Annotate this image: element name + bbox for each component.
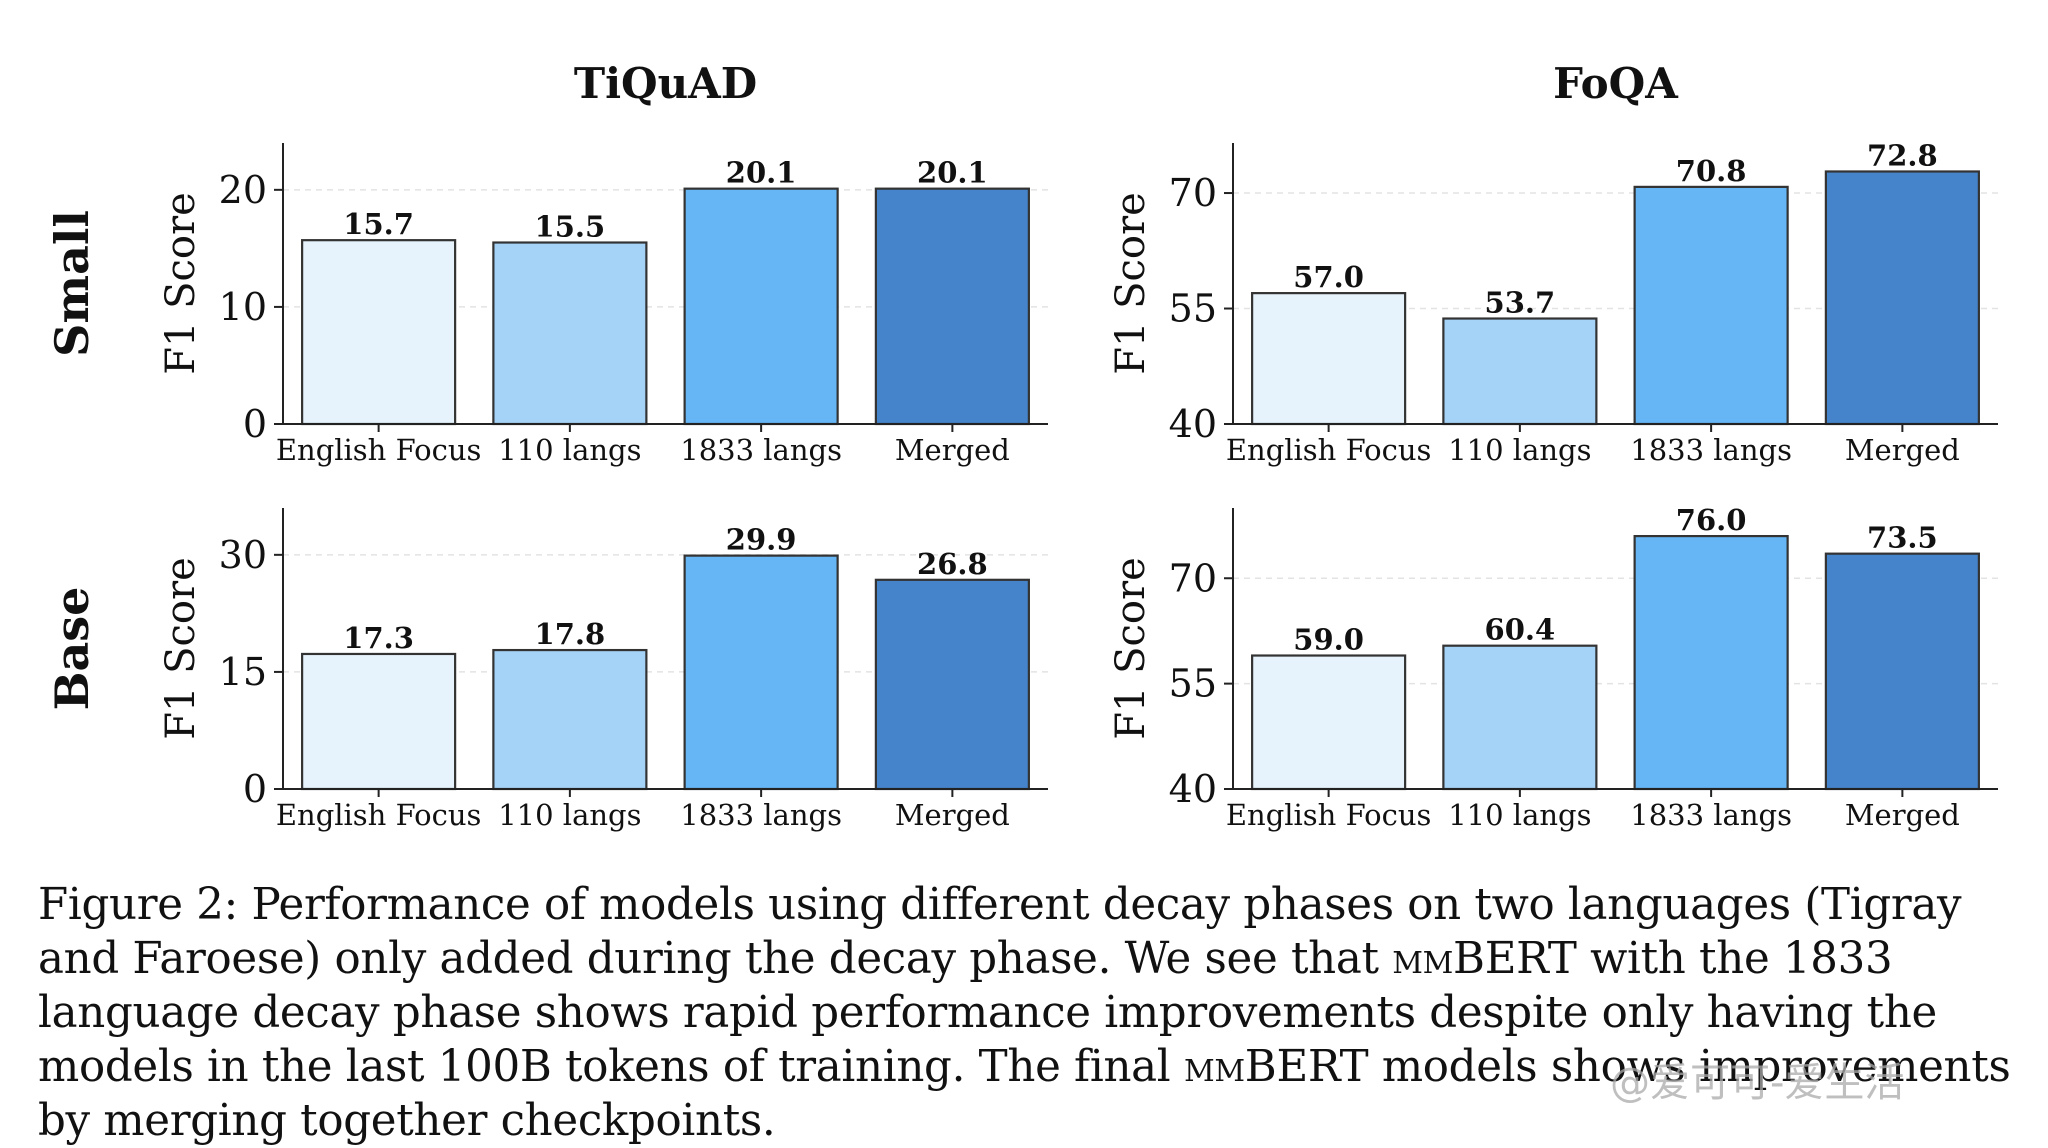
y-tick-label: 0 xyxy=(243,767,267,811)
x-tick-label: English Focus xyxy=(276,433,482,467)
chart-figure: 0 10 20 15.7 English Focus 15.5 110 langs 20.1 1… xyxy=(45,59,1998,832)
x-tick-label: Merged xyxy=(895,798,1010,832)
bar xyxy=(1251,292,1407,426)
value-label: 72.8 xyxy=(1867,138,1938,172)
bar xyxy=(1824,552,1980,791)
bar xyxy=(1633,534,1789,791)
value-label: 59.0 xyxy=(1293,623,1364,657)
value-label: 17.3 xyxy=(343,621,414,655)
x-tick-label: Merged xyxy=(895,433,1010,467)
bar xyxy=(683,187,839,426)
x-tick-label: 110 langs xyxy=(1448,433,1591,467)
bar xyxy=(683,554,839,791)
value-label: 17.8 xyxy=(535,617,606,651)
value-label: 76.0 xyxy=(1676,503,1747,537)
y-tick-label: 55 xyxy=(1169,662,1217,706)
x-tick-label: English Focus xyxy=(276,798,482,832)
y-tick-label: 30 xyxy=(219,533,267,577)
value-label: 15.7 xyxy=(343,207,414,241)
x-tick-label: 110 langs xyxy=(498,798,641,832)
y-tick-label: 10 xyxy=(219,285,267,329)
panel-title: TiQuAD xyxy=(574,59,757,108)
caption-brand-2: mmBERT xyxy=(1183,1042,1369,1092)
value-label: 57.0 xyxy=(1293,260,1364,294)
value-label: 53.7 xyxy=(1485,286,1556,320)
x-tick-label: 1833 langs xyxy=(680,798,842,832)
caption-brand-1: mmBERT xyxy=(1392,934,1577,984)
x-tick-label: English Focus xyxy=(1226,798,1432,832)
value-label: 26.8 xyxy=(917,547,988,581)
value-label: 15.5 xyxy=(535,210,606,244)
bar xyxy=(301,239,457,426)
row-label: Base xyxy=(45,587,99,711)
x-tick-label: 1833 langs xyxy=(1630,433,1792,467)
bar xyxy=(1824,170,1980,426)
panel-foqa-base: 40 55 70 59.0 English Focus 60.4 110 langs 76.0… xyxy=(1108,503,1998,832)
y-tick-label: 15 xyxy=(219,650,267,694)
caption-part2: with the 1833 language decay phase shows… xyxy=(38,934,1937,1092)
x-tick-label: Merged xyxy=(1845,433,1960,467)
bar xyxy=(1442,317,1598,426)
value-label: 73.5 xyxy=(1867,521,1938,555)
panel-foqa-small: 40 55 70 57.0 English Focus 53.7 110 langs 70.8… xyxy=(1108,59,1998,467)
y-tick-label: 70 xyxy=(1169,556,1217,600)
value-label: 20.1 xyxy=(726,156,797,190)
y-axis-label: F1 Score xyxy=(1108,557,1154,740)
row-label: Small xyxy=(45,210,99,357)
y-tick-label: 40 xyxy=(1169,767,1217,811)
bar xyxy=(1633,185,1789,426)
y-axis-label: F1 Score xyxy=(1108,192,1154,375)
value-label: 60.4 xyxy=(1485,613,1556,647)
value-label: 70.8 xyxy=(1676,154,1747,188)
y-tick-label: 55 xyxy=(1169,287,1217,331)
x-tick-label: 110 langs xyxy=(498,433,641,467)
panel-tiquad-base: 0 15 30 17.3 English Focus 17.8 110 langs 29.9 1… xyxy=(45,508,1048,832)
y-tick-label: 20 xyxy=(219,168,267,212)
x-tick-label: Merged xyxy=(1845,798,1960,832)
y-axis-label: F1 Score xyxy=(158,557,204,740)
bar xyxy=(492,648,648,791)
y-tick-label: 40 xyxy=(1169,402,1217,446)
watermark: @爱可可-爱生活 xyxy=(1610,1060,1905,1106)
panel-title: FoQA xyxy=(1553,59,1679,108)
bar xyxy=(874,187,1030,426)
x-tick-label: 1833 langs xyxy=(1630,798,1792,832)
bar xyxy=(492,241,648,426)
y-axis-label: F1 Score xyxy=(158,192,204,375)
value-label: 29.9 xyxy=(726,523,797,557)
bar xyxy=(301,652,457,791)
caption-part1: Figure 2: Performance of models using di… xyxy=(38,880,1962,984)
x-tick-label: 110 langs xyxy=(1448,798,1591,832)
y-tick-label: 0 xyxy=(243,402,267,446)
bar xyxy=(874,578,1030,791)
x-tick-label: English Focus xyxy=(1226,433,1432,467)
value-label: 20.1 xyxy=(917,156,988,190)
figure-caption: Figure 2: Performance of models using di… xyxy=(38,878,2014,1148)
panel-tiquad-small: 0 10 20 15.7 English Focus 15.5 110 langs 20.1 1… xyxy=(45,59,1048,467)
y-tick-label: 70 xyxy=(1169,171,1217,215)
bar xyxy=(1251,654,1407,791)
x-tick-label: 1833 langs xyxy=(680,433,842,467)
bar xyxy=(1442,644,1598,791)
